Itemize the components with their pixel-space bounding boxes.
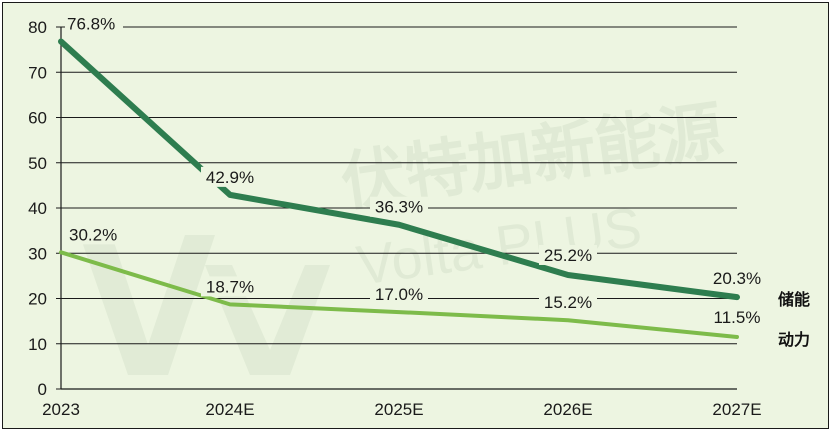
legend-label-1: 储能 xyxy=(777,290,810,309)
data-label-bg xyxy=(201,276,259,297)
y-tick-label: 60 xyxy=(28,109,47,128)
data-label: 30.2% xyxy=(69,225,117,244)
data-label: 36.3% xyxy=(375,198,423,217)
x-tick-label: 2027E xyxy=(712,400,761,419)
data-label-bg xyxy=(708,306,766,327)
data-label: 42.9% xyxy=(206,168,254,187)
data-label-bg xyxy=(370,196,428,217)
y-tick-label: 70 xyxy=(28,63,47,82)
data-label-bg xyxy=(65,13,123,34)
y-tick-label: 50 xyxy=(28,154,47,173)
data-label: 17.0% xyxy=(375,285,423,304)
series xyxy=(58,38,740,339)
data-label: 18.7% xyxy=(206,277,254,296)
data-label-bg xyxy=(370,284,428,305)
data-label: 76.8% xyxy=(67,14,115,33)
data-label: 25.2% xyxy=(544,246,592,265)
y-tick-label: 0 xyxy=(38,380,47,399)
data-label: 20.3% xyxy=(713,269,761,288)
data-label-bg xyxy=(708,268,766,289)
y-tick-label: 40 xyxy=(28,199,47,218)
x-tick-label: 2024E xyxy=(205,400,254,419)
x-tick-label: 2025E xyxy=(374,400,423,419)
data-label-bg xyxy=(539,292,597,313)
data-label-bg xyxy=(67,224,125,245)
x-tick-label: 2026E xyxy=(543,400,592,419)
y-tick-label: 30 xyxy=(28,244,47,263)
y-tick-label: 80 xyxy=(28,18,47,37)
data-label: 15.2% xyxy=(544,293,592,312)
y-tick-label: 10 xyxy=(28,335,47,354)
data-label: 11.5% xyxy=(714,308,761,327)
legend-label-2: 动力 xyxy=(778,330,810,349)
data-label-bg xyxy=(539,244,597,265)
axes: 0 10 20 30 40 50 60 70 80 2023 2024E 2025E 2026E 2027… xyxy=(28,18,762,419)
y-tick-label: 20 xyxy=(28,290,47,309)
data-labels: 76.8% 42.9% 36.3% 25.2% 20.3% 30.2% 18.7% 17.0%… xyxy=(65,13,766,327)
watermark-logo: 伏特加新能源 Volta PLUS xyxy=(78,94,727,375)
x-tick-label: 2023 xyxy=(42,400,80,419)
data-label-bg xyxy=(201,166,259,187)
